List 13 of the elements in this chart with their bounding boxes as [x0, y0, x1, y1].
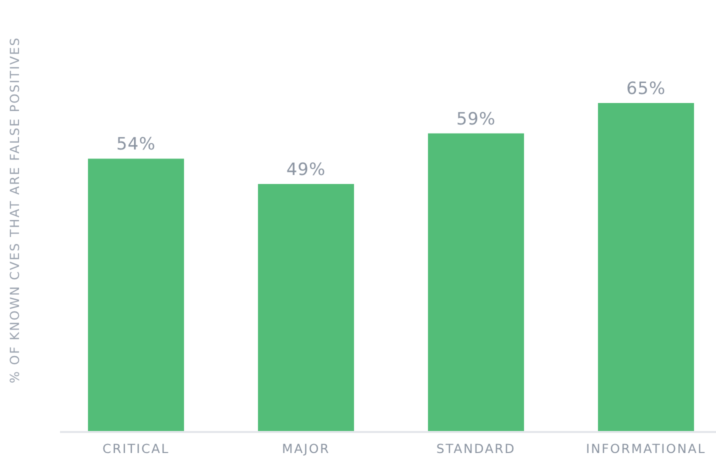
bar	[88, 158, 184, 432]
data-label: 65%	[626, 79, 666, 99]
bar	[428, 133, 524, 432]
bar	[258, 184, 354, 432]
x-tick-label: CRITICAL	[102, 440, 170, 456]
x-tick-label: INFORMATIONAL	[586, 440, 706, 456]
y-axis-title: % OF KNOWN CVES THAT ARE FALSE POSITIVES	[7, 36, 22, 384]
data-label: 54%	[116, 134, 156, 155]
x-tick-label: MAJOR	[282, 440, 330, 456]
bar	[598, 103, 694, 432]
data-label: 59%	[456, 109, 496, 130]
x-tick-label: STANDARD	[436, 440, 516, 456]
data-label: 49%	[286, 160, 326, 180]
